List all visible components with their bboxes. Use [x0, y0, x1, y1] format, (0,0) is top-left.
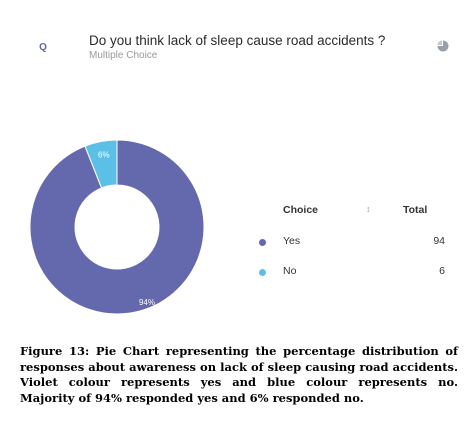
row-total: 6: [439, 265, 445, 277]
total-column-header: Total: [403, 204, 428, 216]
question-title: Do you think lack of sleep cause road ac…: [89, 33, 386, 48]
row-label: Yes: [283, 235, 301, 247]
survey-card: Q Do you think lack of sleep cause road …: [30, 33, 449, 315]
pie-chart-icon[interactable]: [437, 40, 449, 52]
sort-icon[interactable]: ↕: [366, 204, 371, 214]
question-type: Multiple Choice: [89, 50, 158, 61]
slice-label-no: 6%: [98, 151, 110, 160]
table-row: Yes 94: [252, 234, 447, 252]
question-icon: Q: [39, 42, 47, 53]
pie-slice-yes: [30, 140, 205, 315]
donut-chart: 94% 6%: [30, 140, 205, 315]
slice-label-yes: 94%: [139, 298, 155, 307]
legend-dot-yes: [259, 239, 266, 246]
row-label: No: [283, 265, 297, 277]
row-total: 94: [433, 235, 445, 247]
figure-caption: Figure 13: Pie Chart representing the pe…: [20, 344, 458, 405]
legend-dot-no: [259, 269, 266, 276]
pie-slice-no: [84, 140, 118, 189]
table-row: No 6: [252, 264, 447, 282]
choice-column-header: Choice: [283, 204, 319, 216]
